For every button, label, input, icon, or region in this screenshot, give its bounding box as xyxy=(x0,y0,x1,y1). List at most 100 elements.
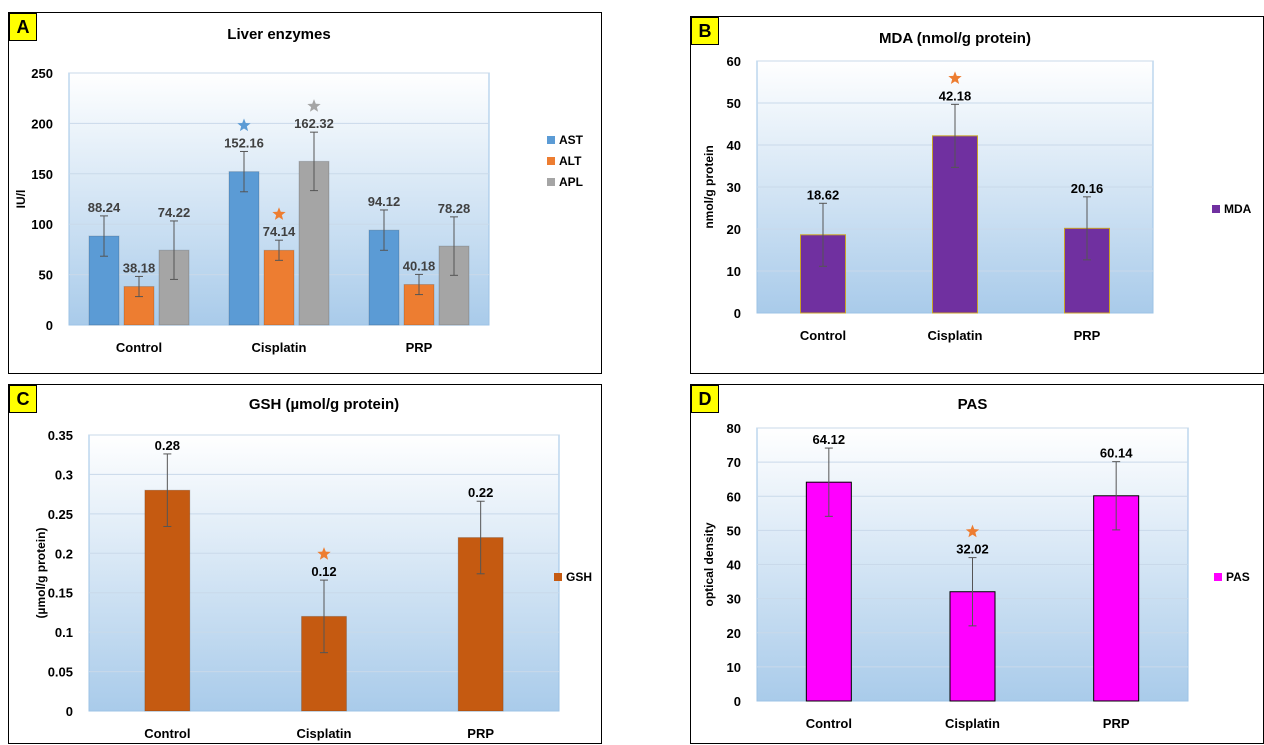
y-tick-label: 100 xyxy=(31,217,53,232)
x-tick-label: PRP xyxy=(406,340,433,355)
significance-star xyxy=(965,524,980,538)
significance-star xyxy=(307,99,321,112)
y-tick-label: 150 xyxy=(31,167,53,182)
data-label: 20.16 xyxy=(1071,181,1104,196)
data-label: 88.24 xyxy=(88,200,121,215)
y-tick-label: 0.2 xyxy=(55,546,73,561)
data-label: 74.22 xyxy=(158,205,191,220)
bar xyxy=(228,171,260,326)
y-tick-label: 80 xyxy=(727,421,741,436)
y-tick-label: 60 xyxy=(727,54,741,69)
y-tick-label: 30 xyxy=(727,180,741,195)
y-tick-label: 50 xyxy=(727,523,741,538)
data-label: 162.32 xyxy=(294,116,334,131)
y-tick-label: 40 xyxy=(727,138,741,153)
legend-entry: ALT xyxy=(559,154,582,168)
significance-star xyxy=(272,207,286,220)
y-tick-label: 30 xyxy=(727,592,741,607)
y-tick-label: 0.15 xyxy=(48,586,73,601)
y-tick-label: 0.25 xyxy=(48,507,73,522)
x-tick-label: PRP xyxy=(467,726,494,741)
data-label: 78.28 xyxy=(438,201,471,216)
y-axis-label: optical density xyxy=(702,522,716,606)
x-tick-label: Control xyxy=(144,726,190,741)
y-tick-label: 0 xyxy=(734,694,741,709)
panel-label: D xyxy=(691,385,719,413)
panel-d: D 0 10 20 30 40 50 60 70 80 optical density PAS 64.… xyxy=(690,384,1264,744)
data-label: 0.22 xyxy=(468,485,493,500)
chart-title: GSH (µmol/g protein) xyxy=(249,396,399,413)
y-tick-label: 40 xyxy=(727,558,741,573)
x-tick-label: Cisplatin xyxy=(945,716,1000,731)
data-label: 38.18 xyxy=(123,260,156,275)
y-tick-label: 0 xyxy=(46,318,53,333)
y-tick-label: 60 xyxy=(727,489,741,504)
x-tick-label: Control xyxy=(806,716,852,731)
legend-entry: MDA xyxy=(1224,202,1252,216)
data-label: 94.12 xyxy=(368,194,401,209)
y-tick-label: 0.05 xyxy=(48,665,73,680)
significance-star xyxy=(948,71,962,85)
y-tick-label: 0 xyxy=(66,704,73,719)
data-label: 74.14 xyxy=(263,224,296,239)
x-tick-label: Cisplatin xyxy=(252,340,307,355)
significance-star xyxy=(237,118,251,132)
chart-title: Liver enzymes xyxy=(227,26,330,43)
significance-star xyxy=(317,547,331,560)
data-label: 18.62 xyxy=(807,187,840,202)
legend-swatch xyxy=(1214,573,1222,581)
y-tick-label: 20 xyxy=(727,222,741,237)
x-tick-label: Control xyxy=(800,328,846,343)
panel-label: B xyxy=(691,17,719,45)
data-label: 60.14 xyxy=(1100,446,1133,461)
panel-a: A 0 50 100 150 200 250 IU/l Liver enzymes 88.24 3… xyxy=(8,12,602,374)
panel-label: A xyxy=(9,13,37,41)
panel-label: C xyxy=(9,385,37,413)
data-label: 40.18 xyxy=(403,258,436,273)
chart-title: MDA (nmol/g protein) xyxy=(879,30,1031,47)
data-label: 0.28 xyxy=(155,438,180,453)
legend-swatch xyxy=(547,178,555,186)
legend-swatch xyxy=(547,157,555,165)
bar xyxy=(263,249,295,326)
legend-swatch xyxy=(1212,205,1220,213)
panel-c: C 0 0.05 0.1 0.15 0.2 0.25 0.3 0.35 (µmol/g prot… xyxy=(8,384,602,744)
data-label: 32.02 xyxy=(956,542,989,557)
x-tick-label: Cisplatin xyxy=(297,726,352,741)
bar xyxy=(123,286,155,326)
y-axis-label: (µmol/g protein) xyxy=(34,528,48,619)
y-axis-label: IU/l xyxy=(14,190,28,209)
legend-swatch xyxy=(547,136,555,144)
y-tick-label: 200 xyxy=(31,116,53,131)
y-tick-label: 70 xyxy=(727,455,741,470)
y-tick-label: 0.3 xyxy=(55,467,73,482)
bar xyxy=(144,489,191,712)
x-tick-label: Cisplatin xyxy=(928,328,983,343)
y-tick-label: 0.1 xyxy=(55,625,73,640)
legend-entry: AST xyxy=(559,133,584,147)
x-tick-label: PRP xyxy=(1074,328,1101,343)
data-label: 42.18 xyxy=(939,88,972,103)
data-label: 0.12 xyxy=(311,564,336,579)
legend-entry: PAS xyxy=(1226,570,1250,584)
legend-entry: GSH xyxy=(566,570,592,584)
y-tick-label: 50 xyxy=(727,96,741,111)
y-tick-label: 10 xyxy=(727,264,741,279)
y-tick-label: 250 xyxy=(31,66,53,81)
y-tick-label: 0 xyxy=(734,306,741,321)
y-tick-label: 20 xyxy=(727,626,741,641)
x-tick-label: PRP xyxy=(1103,716,1130,731)
chart-liver-enzymes: 0 50 100 150 200 250 IU/l Liver enzymes 88.24 38.… xyxy=(14,26,584,355)
chart-pas: 0 10 20 30 40 50 60 70 80 optical density PAS 64.12… xyxy=(702,396,1250,731)
y-tick-label: 50 xyxy=(39,268,53,283)
data-label: 152.16 xyxy=(224,135,264,150)
data-label: 64.12 xyxy=(813,432,846,447)
legend-swatch xyxy=(554,573,562,581)
panel-b: B 0 10 20 30 40 50 60 nmol/g protein MDA (nmol/g… xyxy=(690,16,1264,374)
y-tick-label: 10 xyxy=(727,660,741,675)
legend-entry: APL xyxy=(559,175,583,189)
x-tick-label: Control xyxy=(116,340,162,355)
chart-gsh: 0 0.05 0.1 0.15 0.2 0.25 0.3 0.35 (µmol/g protei… xyxy=(34,396,592,741)
y-axis-label: nmol/g protein xyxy=(702,145,716,228)
y-tick-label: 0.35 xyxy=(48,428,73,443)
